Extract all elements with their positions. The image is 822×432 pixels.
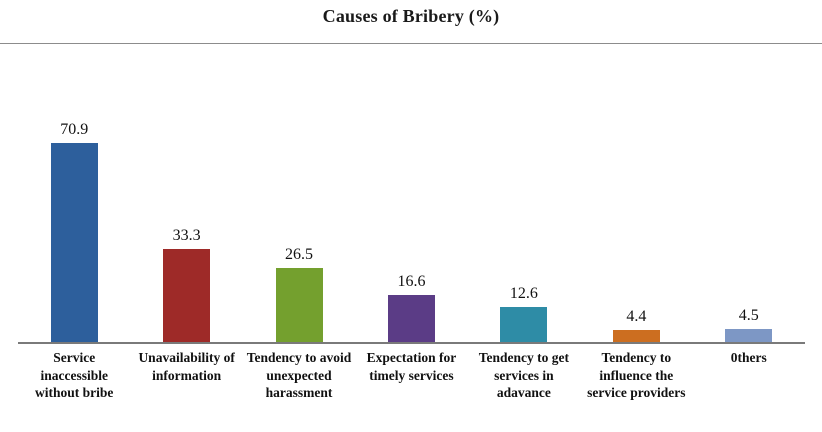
bar [725,329,773,342]
plot-area: 70.9 33.3 26.5 16.6 12.6 4.4 4.5 [18,44,805,342]
bar-category-label: Unavailability of information [138,350,235,383]
bar [50,143,98,342]
bar-category-label: 0thers [730,350,767,365]
bar-column: 4.4 [580,308,692,342]
bar-category-label: Tendency to get services in adavance [478,350,570,401]
bar [387,295,435,342]
bar-column: 33.3 [130,227,242,342]
bar-value-label: 12.6 [509,285,538,302]
bar-column: 12.6 [468,285,580,342]
bar-category-label: Service inaccessible without bribe [35,350,114,401]
bar-category-label: Tendency to avoid unexpected harassment [246,350,352,401]
category-axis-labels: Service inaccessible without bribe Unavai… [18,349,805,402]
bar-column: 16.6 [355,273,467,342]
bar-value-label: 33.3 [172,227,201,244]
bar [163,249,211,342]
bar-value-label: 4.5 [738,307,759,324]
x-axis-line [18,342,805,344]
bar-column: 26.5 [243,246,355,342]
bar-value-label: 70.9 [60,121,89,138]
bar-value-label: 26.5 [285,246,314,263]
bar-column: 4.5 [693,307,805,342]
bar-category-label: Expectation for timely services [366,350,457,383]
bar-value-label: 4.4 [626,308,647,325]
bar-column: 70.9 [18,121,130,342]
bar [500,307,548,342]
bar-category-label: Tendency to influence the service provid… [587,350,686,401]
chart-title: Causes of Bribery (%) [322,6,500,26]
bar [275,268,323,342]
bar [612,330,660,342]
title-divider [0,43,822,44]
bar-value-label: 16.6 [397,273,426,290]
